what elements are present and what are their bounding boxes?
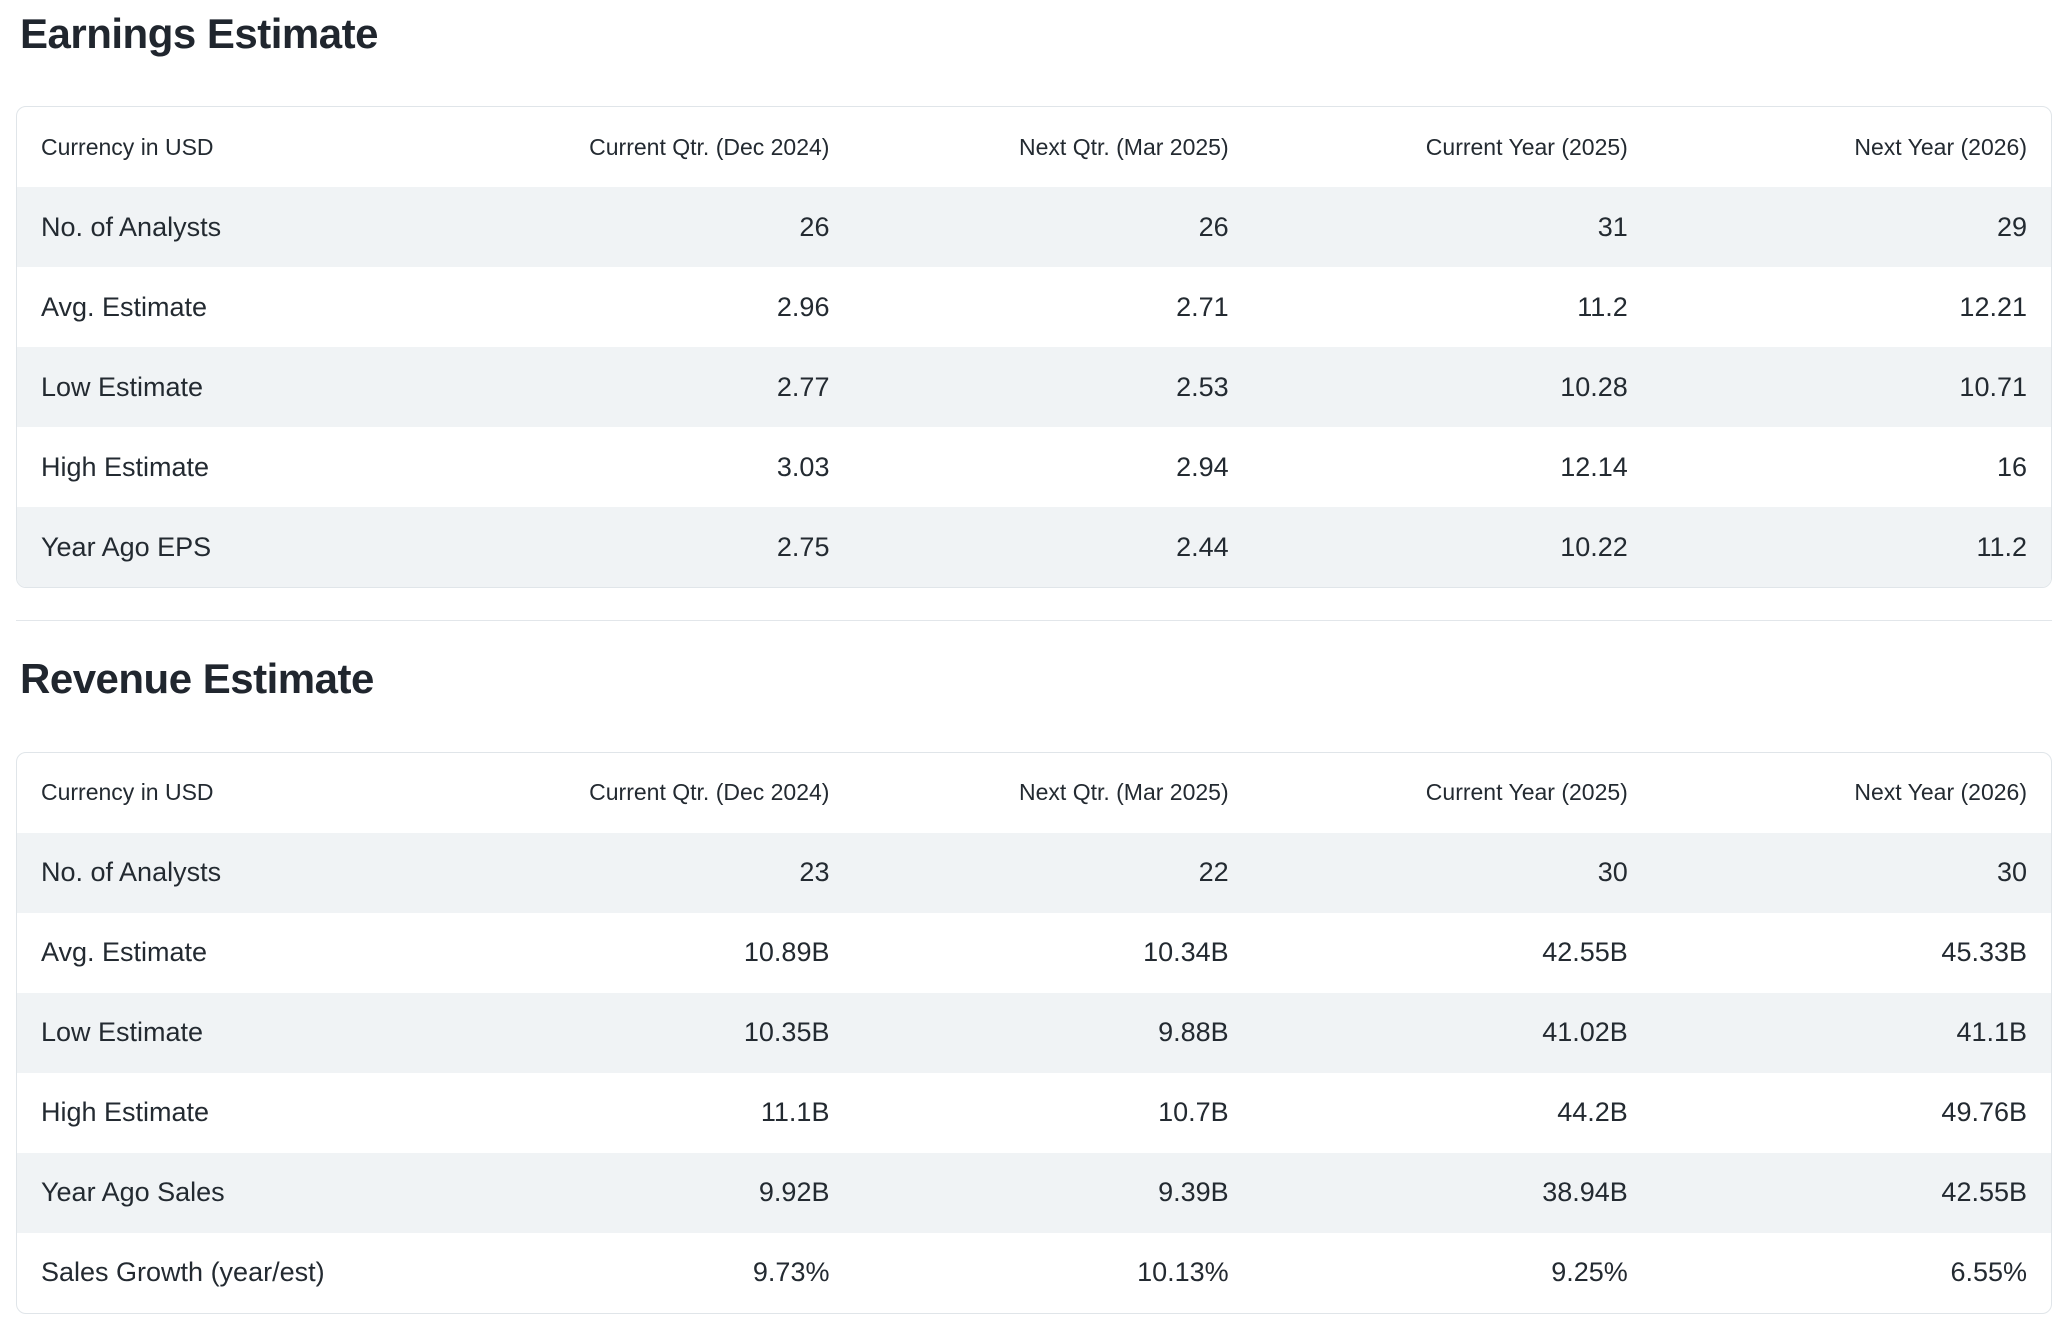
cell-value: 11.1B: [760, 1097, 830, 1128]
row-label: High Estimate: [41, 1097, 210, 1128]
column-header: Current Qtr. (Dec 2024): [589, 133, 830, 160]
table-header-row: Currency in USD Current Qtr. (Dec 2024) Ne…: [17, 107, 2051, 187]
estimate-section: Earnings Estimate: [16, 10, 2052, 58]
cell-value: 30: [1651, 832, 2051, 913]
table-row: Avg. Estimate 2.96 2.71 11.2 12.21: [17, 267, 2051, 347]
cell-value: 38.94B: [1252, 1152, 1652, 1233]
table-row: Avg. Estimate 10.89B 10.34B 42.55B 45.33B: [17, 913, 2051, 993]
estimate-table: Currency in USD Current Qtr. (Dec 2024) Ne…: [17, 107, 2051, 588]
section-divider: [16, 620, 2052, 622]
cell-value: 41.02B: [1252, 992, 1652, 1073]
column-header: Next Year (2026): [1854, 133, 2027, 160]
cell-value: 2.94: [1176, 451, 1229, 482]
cell-value: 22: [853, 832, 1253, 913]
cell-value: 11.2: [1577, 291, 1628, 322]
table-row: High Estimate 11.1B 10.7B 44.2B 49.76B: [17, 1073, 2051, 1153]
cell-value: 16: [1996, 451, 2027, 482]
cell-value: 30: [1252, 832, 1652, 913]
cell-value: 10.89B: [743, 937, 830, 968]
cell-value: 3.03: [776, 451, 830, 482]
cell-value: 10.28: [1252, 347, 1652, 428]
cell-value: 49.76B: [1941, 1097, 2027, 1128]
row-label: Low Estimate: [17, 347, 455, 428]
table-row: Low Estimate 2.77 2.53 10.28 10.71: [17, 347, 2051, 428]
cell-value: 45.33B: [1941, 937, 2027, 968]
section-title: Earnings Estimate: [20, 10, 378, 57]
cell-value: 23: [454, 832, 854, 913]
cell-value: 31: [1252, 187, 1652, 268]
cell-value: 10.22: [1252, 507, 1652, 588]
row-label: Low Estimate: [17, 992, 455, 1073]
row-label: No. of Analysts: [17, 832, 455, 913]
table-row: Year Ago Sales 9.92B 9.39B 38.94B 42.55B: [17, 1152, 2051, 1233]
cell-value: 10.7B: [1158, 1097, 1229, 1128]
row-label: No. of Analysts: [17, 187, 455, 268]
row-label: Year Ago EPS: [17, 507, 455, 588]
column-header: Current Year (2025): [1425, 133, 1628, 160]
estimate-table-card: Currency in USD Current Qtr. (Dec 2024) Ne…: [16, 106, 2052, 589]
cell-value: 9.73%: [752, 1257, 830, 1288]
table-row: No. of Analysts 23 22 30 30: [17, 832, 2051, 913]
table-row: Sales Growth (year/est) 9.73% 10.13% 9.25% 6…: [17, 1233, 2051, 1313]
cell-value: 12.21: [1959, 291, 2027, 322]
estimate-table-card: Currency in USD Current Qtr. (Dec 2024) Ne…: [16, 751, 2052, 1314]
cell-value: 41.1B: [1651, 992, 2051, 1073]
cell-value: 2.77: [454, 347, 854, 428]
row-label: Avg. Estimate: [41, 937, 208, 968]
estimate-table: Currency in USD Current Qtr. (Dec 2024) Ne…: [17, 753, 2051, 1313]
cell-value: 9.39B: [853, 1152, 1253, 1233]
cell-value: 2.71: [1176, 291, 1229, 322]
cell-value: 11.2: [1651, 507, 2051, 588]
cell-value: 9.88B: [853, 992, 1253, 1073]
cell-value: 42.55B: [1542, 937, 1628, 968]
cell-value: 9.25%: [1551, 1257, 1628, 1288]
cell-value: 26: [853, 187, 1253, 268]
cell-value: 6.55%: [1950, 1257, 2027, 1288]
currency-label: Currency in USD: [41, 779, 214, 806]
table-row: High Estimate 3.03 2.94 12.14 16: [17, 427, 2051, 507]
row-label: High Estimate: [41, 451, 210, 482]
cell-value: 2.44: [853, 507, 1253, 588]
row-label: Year Ago Sales: [17, 1152, 455, 1233]
table-row: Year Ago EPS 2.75 2.44 10.22 11.2: [17, 507, 2051, 588]
cell-value: 29: [1651, 187, 2051, 268]
cell-value: 44.2B: [1557, 1097, 1628, 1128]
cell-value: 10.34B: [1143, 937, 1229, 968]
cell-value: 9.92B: [454, 1152, 854, 1233]
row-label: Avg. Estimate: [41, 291, 208, 322]
cell-value: 10.13%: [1137, 1257, 1229, 1288]
cell-value: 26: [454, 187, 854, 268]
cell-value: 10.35B: [454, 992, 854, 1073]
cell-value: 2.96: [776, 291, 830, 322]
table-row: Low Estimate 10.35B 9.88B 41.02B 41.1B: [17, 992, 2051, 1073]
column-header: Next Qtr. (Mar 2025): [1019, 779, 1229, 806]
cell-value: 42.55B: [1651, 1152, 2051, 1233]
cell-value: 12.14: [1560, 451, 1628, 482]
currency-label: Currency in USD: [41, 133, 214, 160]
cell-value: 2.53: [853, 347, 1253, 428]
table-header-row: Currency in USD Current Qtr. (Dec 2024) Ne…: [17, 753, 2051, 833]
column-header: Current Year (2025): [1425, 779, 1628, 806]
table-row: No. of Analysts 26 26 31 29: [17, 187, 2051, 268]
section-title: Revenue Estimate: [20, 655, 374, 703]
cell-value: 10.71: [1651, 347, 2051, 428]
cell-value: 2.75: [454, 507, 854, 588]
row-label: Sales Growth (year/est): [41, 1257, 325, 1288]
estimate-section: Revenue Estimate: [16, 655, 2052, 703]
column-header: Current Qtr. (Dec 2024): [589, 779, 830, 806]
column-header: Next Year (2026): [1854, 779, 2027, 806]
column-header: Next Qtr. (Mar 2025): [1019, 133, 1229, 160]
